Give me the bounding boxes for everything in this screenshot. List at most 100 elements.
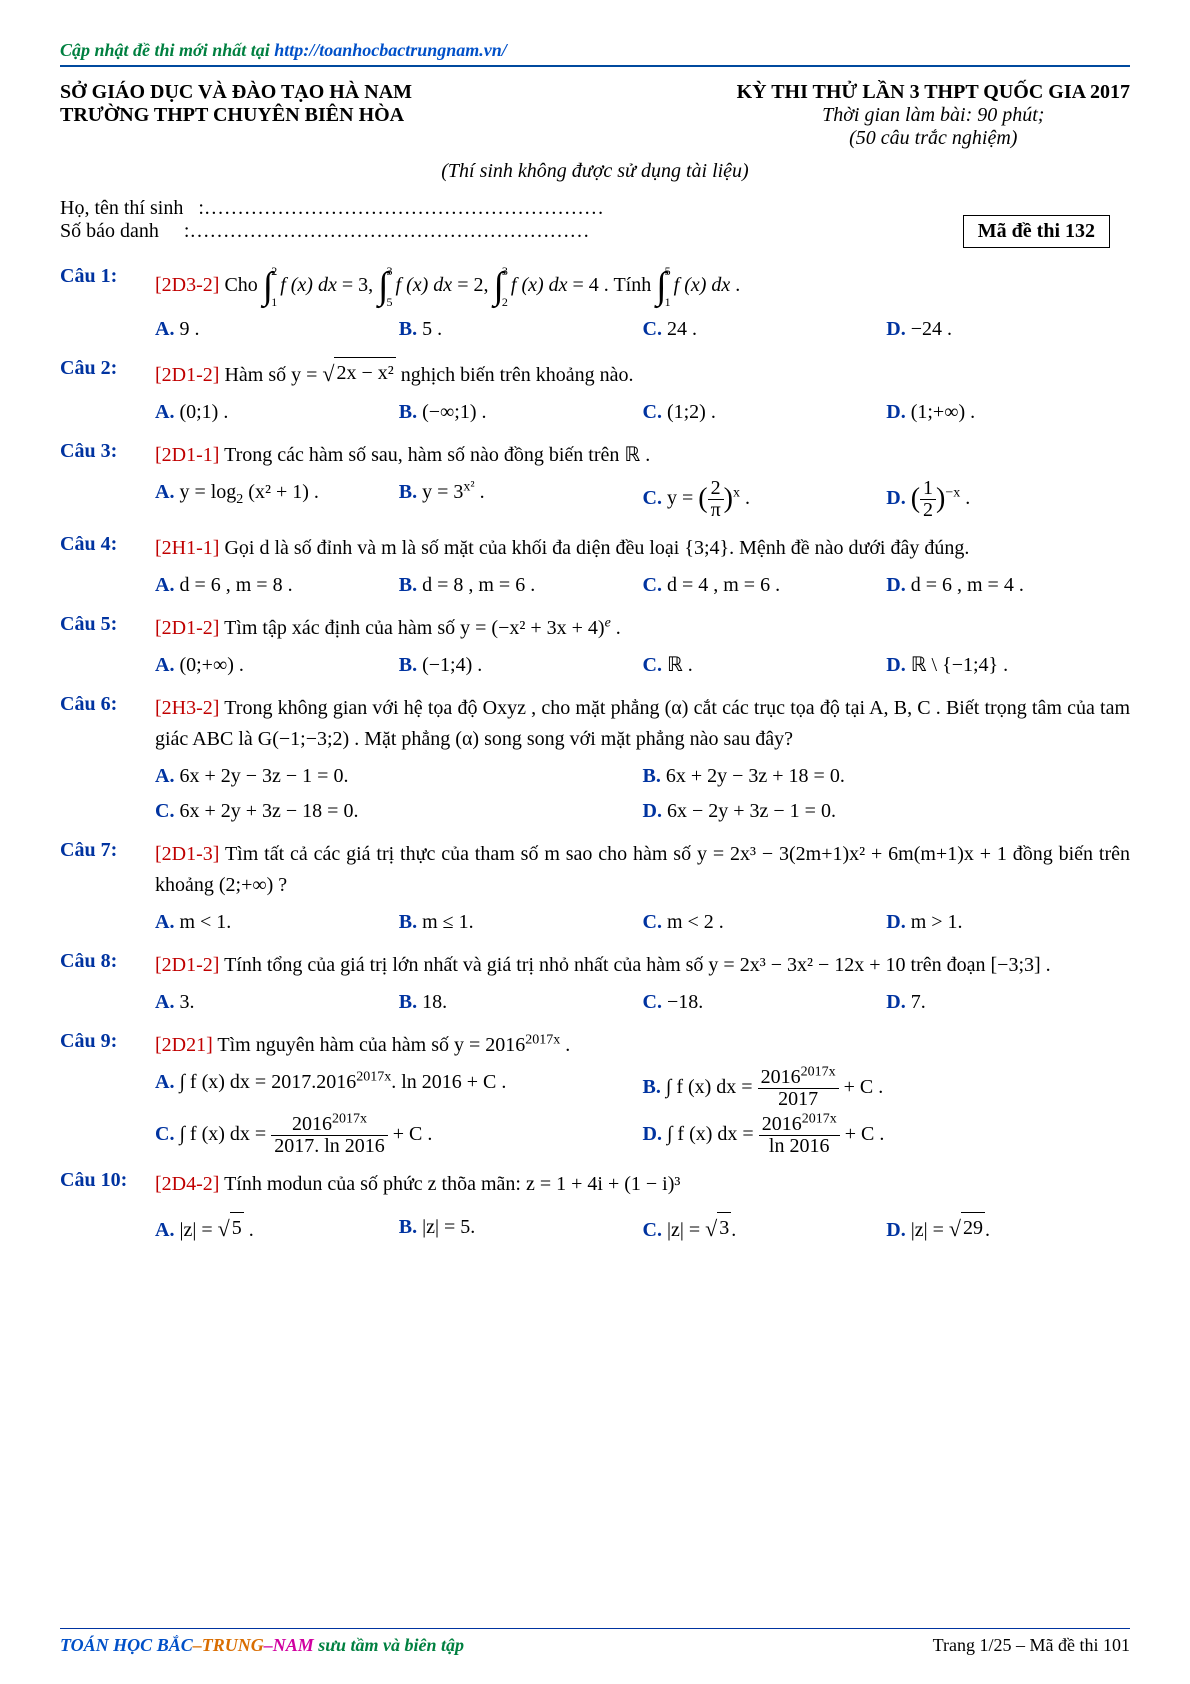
footer-left: TOÁN HỌC BẮC–TRUNG–NAM sưu tầm và biên t… [60, 1635, 464, 1656]
question-1: Câu 1: [2D3-2] Cho ∫21 f (x) dx = 3, ∫35 f… [60, 265, 1130, 347]
q9-opts: A. ∫ f (x) dx = 2017.20162017x. ln 2016 … [155, 1065, 1130, 1159]
q5-tag: [2D1-2] [155, 617, 219, 639]
q4-A: A. d = 6 , m = 8 . [155, 568, 399, 603]
q8-tag: [2D1-2] [155, 954, 219, 976]
q5-opts: A. (0;+∞) . B. (−1;4) . C. ℝ . D. ℝ \ {−… [155, 648, 1130, 683]
q5-B: B. (−1;4) . [399, 648, 643, 683]
org-line1: SỞ GIÁO DỤC VÀ ĐÀO TẠO HÀ NAM [60, 81, 412, 104]
q1-end: . [730, 274, 740, 296]
q5-post: . [611, 617, 621, 639]
q8-D: D. 7. [886, 985, 1130, 1020]
q1-A: A. 9 . [155, 312, 399, 347]
q2-B: B. (−∞;1) . [399, 395, 643, 430]
q8-A: A. 3. [155, 985, 399, 1020]
question-3: Câu 3: [2D1-1] Trong các hàm số sau, hàm… [60, 440, 1130, 523]
q6-B: B. 6x + 2y − 3z + 18 = 0. [643, 759, 1131, 794]
dots1: :…………………………………………………… [198, 197, 604, 219]
update-url: http://toanhocbactrungnam.vn/ [274, 40, 507, 60]
q1-eq2: = 2, [452, 274, 493, 296]
q5-pre: Tìm tập xác định của hàm số y = [219, 617, 491, 639]
q7-body: [2D1-3] Tìm tất cả các giá trị thực của … [155, 839, 1130, 940]
q2-A: A. (0;1) . [155, 395, 399, 430]
question-6: Câu 6: [2H3-2] Trong không gian với hệ t… [60, 693, 1130, 829]
q3-text: Trong các hàm số sau, hàm số nào đồng bi… [219, 444, 650, 466]
q1-tag: [2D3-2] [155, 274, 219, 296]
q5-D: D. ℝ \ {−1;4} . [886, 648, 1130, 683]
q7-D: D. m > 1. [886, 905, 1130, 940]
q9-tag: [2D21] [155, 1034, 213, 1056]
q9-post: . [560, 1034, 570, 1056]
q4-opts: A. d = 6 , m = 8 . B. d = 8 , m = 6 . C.… [155, 568, 1130, 603]
q2-body: [2D1-2] Hàm số y = √2x − x² nghịch biến … [155, 357, 1130, 430]
q4-body: [2H1-1] Gọi d là số đỉnh và m là số mặt … [155, 533, 1130, 603]
q1-eq3: = 4 . Tính [568, 274, 657, 296]
q9-D: D. ∫ f (x) dx = 20162017xln 2016 + C . [643, 1112, 1131, 1159]
q1-eq1: = 3, [337, 274, 378, 296]
q1-cho: Cho [219, 274, 262, 296]
question-list: Câu 1: [2D3-2] Cho ∫21 f (x) dx = 3, ∫35 f… [60, 265, 1130, 1248]
q7-A: A. m < 1. [155, 905, 399, 940]
sbd-label: Số báo danh [60, 220, 159, 242]
footer-right: Trang 1/25 – Mã đề thi 101 [933, 1635, 1130, 1656]
header-right: KỲ THI THỬ LẦN 3 THPT QUỐC GIA 2017 Thời… [737, 81, 1130, 150]
q10-opts: A. |z| = √5 . B. |z| = 5. C. |z| = √3. D… [155, 1210, 1130, 1248]
question-8: Câu 8: [2D1-2] Tính tổng của giá trị lớn… [60, 950, 1130, 1020]
q1-int2: ∫35 [378, 265, 395, 308]
q10-D: D. |z| = √29. [886, 1210, 1130, 1248]
q5-base: (−x² + 3x + 4) [491, 617, 604, 639]
q4-label: Câu 4: [60, 533, 155, 603]
ho-ten-label: Họ, tên thí sinh [60, 197, 183, 219]
q1-fx4: f (x) dx [674, 274, 731, 296]
q1-label: Câu 1: [60, 265, 155, 347]
q7-text: Tìm tất cả các giá trị thực của tham số … [155, 843, 1130, 896]
q7-opts: A. m < 1. B. m ≤ 1. C. m < 2 . D. m > 1. [155, 905, 1130, 940]
q8-opts: A. 3. B. 18. C. −18. D. 7. [155, 985, 1130, 1020]
top-divider [60, 65, 1130, 67]
q3-D: D. (12)−x . [886, 475, 1130, 523]
q2-t2: nghịch biến trên khoảng nào. [396, 364, 634, 386]
q1-int1: ∫21 [263, 265, 280, 308]
q9-C: C. ∫ f (x) dx = 20162017x2017. ln 2016 +… [155, 1112, 643, 1159]
q1-int3: ∫32 [493, 265, 510, 308]
q2-label: Câu 2: [60, 357, 155, 430]
q10-tag: [2D4-2] [155, 1173, 219, 1195]
q4-tag: [2H1-1] [155, 537, 219, 559]
exam-count: (50 câu trắc nghiệm) [737, 127, 1130, 150]
q1-int4: ∫51 [656, 265, 673, 308]
q3-A: A. y = log2 (x² + 1) . [155, 475, 399, 523]
q6-tag: [2H3-2] [155, 697, 219, 719]
q5-A: A. (0;+∞) . [155, 648, 399, 683]
q4-B: B. d = 8 , m = 6 . [399, 568, 643, 603]
q3-tag: [2D1-1] [155, 444, 219, 466]
q2-C: C. (1;2) . [643, 395, 887, 430]
header-row: SỞ GIÁO DỤC VÀ ĐÀO TẠO HÀ NAM TRƯỜNG THP… [60, 81, 1130, 150]
q8-C: C. −18. [643, 985, 887, 1020]
q9-A: A. ∫ f (x) dx = 2017.20162017x. ln 2016 … [155, 1065, 643, 1112]
no-doc-note: (Thí sinh không được sử dụng tài liệu) [60, 160, 1130, 183]
q1-fx3: f (x) dx [511, 274, 568, 296]
q10-text: Tính modun của số phức z thõa mãn: z = 1… [219, 1173, 680, 1195]
q6-body: [2H3-2] Trong không gian với hệ tọa độ O… [155, 693, 1130, 829]
q1-C: C. 24 . [643, 312, 887, 347]
q10-body: [2D4-2] Tính modun của số phức z thõa mã… [155, 1169, 1130, 1248]
q3-opts: A. y = log2 (x² + 1) . B. y = 3x² . C. y… [155, 475, 1130, 523]
q1-B: B. 5 . [399, 312, 643, 347]
q10-B: B. |z| = 5. [399, 1210, 643, 1248]
q9-body: [2D21] Tìm nguyên hàm của hàm số y = 201… [155, 1030, 1130, 1159]
q2-D: D. (1;+∞) . [886, 395, 1130, 430]
q2-sqrt: √2x − x² [322, 357, 395, 391]
question-5: Câu 5: [2D1-2] Tìm tập xác định của hàm … [60, 613, 1130, 683]
exam-code: Mã đề thi 132 [963, 215, 1110, 248]
q7-tag: [2D1-3] [155, 843, 219, 865]
q2-t1: Hàm số y = [219, 364, 322, 386]
q8-B: B. 18. [399, 985, 643, 1020]
q7-label: Câu 7: [60, 839, 155, 940]
q4-D: D. d = 6 , m = 4 . [886, 568, 1130, 603]
q7-C: C. m < 2 . [643, 905, 887, 940]
page-footer: TOÁN HỌC BẮC–TRUNG–NAM sưu tầm và biên t… [60, 1628, 1130, 1656]
q6-text: Trong không gian với hệ tọa độ Oxyz , ch… [155, 697, 1130, 750]
q4-C: C. d = 4 , m = 6 . [643, 568, 887, 603]
dots2: :…………………………………………………… [184, 220, 590, 242]
question-10: Câu 10: [2D4-2] Tính modun của số phức z… [60, 1169, 1130, 1248]
q1-D: D. −24 . [886, 312, 1130, 347]
